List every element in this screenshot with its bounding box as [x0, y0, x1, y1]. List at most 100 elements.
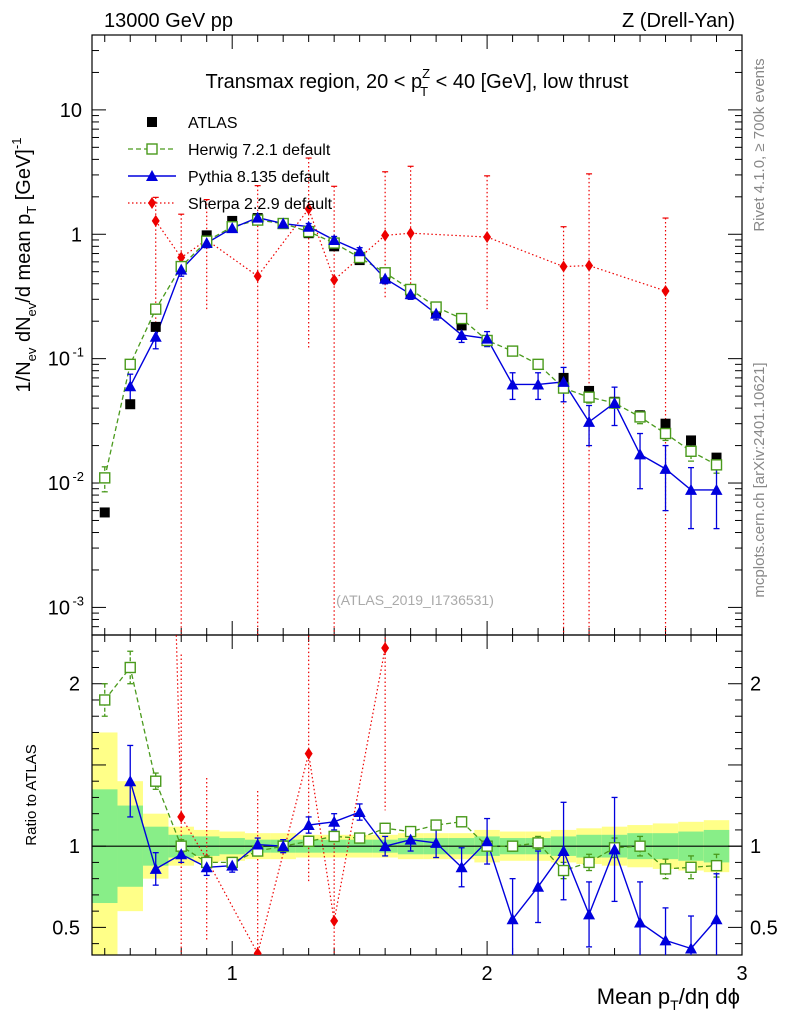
plot-title-sub: T — [420, 84, 428, 99]
herwig-point — [532, 358, 544, 371]
x-tick-label: 3 — [736, 963, 747, 985]
pythia-point — [404, 288, 417, 300]
pythia-ratio-point — [277, 840, 290, 852]
x-tick-label: 1 — [227, 963, 238, 985]
pythia-line — [129, 216, 717, 491]
y-tick-label-ratio: 0.5 — [52, 917, 80, 939]
herwig-point — [124, 358, 136, 371]
y-tick-label-main: 10 — [48, 597, 70, 619]
plot-title: Transmax region, 20 < pTZ < 40 [GeV], lo… — [206, 66, 629, 99]
y-tick-exponent-main: -3 — [72, 593, 84, 608]
pythia-point — [226, 222, 239, 234]
pythia-point — [634, 448, 647, 460]
y-tick-label-main: 10 — [60, 100, 82, 122]
sherpa-point — [304, 202, 313, 215]
pythia-point — [277, 217, 290, 229]
pythia-point — [659, 462, 672, 474]
plot-title-sup: Z — [422, 66, 430, 81]
sherpa-point — [406, 227, 415, 240]
pythia-ratio-point — [200, 861, 213, 873]
herwig-ratio-point — [124, 661, 136, 674]
x-axis-label: Mean pT/dη dϕ — [597, 984, 740, 1013]
sherpa-point — [661, 284, 670, 297]
watermark: (ATLAS_2019_I1736531) — [336, 592, 494, 608]
pythia-ratio-point — [302, 819, 315, 831]
pythia-point — [302, 220, 315, 232]
y-tick-exponent-main: -2 — [72, 469, 84, 484]
herwig-ratio-point — [353, 832, 366, 844]
y-tick-label-ratio: 1 — [69, 836, 80, 858]
pythia-point — [149, 330, 162, 342]
herwig-point — [99, 472, 111, 484]
atlas-point — [150, 321, 161, 332]
pythia-ratio-point — [608, 843, 621, 855]
pythia-ratio-point — [557, 845, 570, 857]
herwig-ratio-point — [685, 861, 697, 873]
sherpa-ratio-point — [381, 641, 390, 654]
herwig-point — [685, 445, 697, 457]
pythia-ratio-point — [328, 815, 341, 827]
herwig-point — [150, 303, 162, 315]
sherpa-point — [330, 273, 339, 286]
pythia-ratio-point — [659, 934, 672, 946]
pythia-point — [124, 380, 137, 392]
pythia-point — [557, 375, 570, 387]
sherpa-ratio-point — [177, 810, 186, 823]
sherpa-point — [151, 214, 160, 227]
plot-title-post: < 40 [GeV], low thrust — [430, 71, 629, 93]
herwig-ratio-point — [710, 859, 723, 872]
y-tick-label-main: 10 — [48, 349, 70, 371]
pythia-ratio-point — [685, 942, 698, 954]
atlas-point — [456, 320, 467, 331]
y-axis-label-main: 1/Nev dNev/d mean pT [GeV]-1 — [9, 138, 39, 393]
atlas-point — [660, 418, 671, 429]
herwig-ratio-point — [99, 694, 111, 706]
pythia-ratio-point — [481, 835, 494, 847]
pythia-point — [532, 378, 545, 390]
herwig-ratio-point — [150, 775, 162, 787]
atlas-point — [227, 215, 238, 226]
main-panel-data — [99, 157, 723, 635]
x-tick-label: 2 — [482, 963, 493, 985]
pythia-ratio-point — [532, 880, 545, 892]
sherpa-point — [585, 259, 594, 272]
pythia-point — [200, 237, 213, 249]
sherpa-ratio-point — [253, 947, 262, 955]
herwig-ratio-point — [532, 837, 544, 849]
pythia-point — [583, 415, 596, 427]
pythia-ratio-point — [430, 836, 443, 848]
pythia-point — [353, 245, 366, 257]
pythia-ratio-point — [353, 806, 366, 818]
herwig-ratio-point — [634, 840, 646, 852]
header-left: 13000 GeV pp — [104, 10, 233, 32]
pythia-ratio-point — [710, 913, 723, 925]
herwig-point — [710, 459, 723, 471]
legend-atlas-marker — [147, 117, 157, 127]
atlas-point — [584, 385, 595, 396]
atlas-point — [99, 507, 110, 518]
sherpa-point — [483, 231, 492, 244]
sherpa-ratio-point — [330, 914, 339, 927]
pythia-point — [710, 483, 723, 495]
herwig-ratio-point — [659, 863, 672, 875]
pythia-ratio-point — [251, 838, 264, 850]
herwig-point — [455, 312, 468, 325]
legend-sherpa-label: Sherpa 2.2.9 default — [188, 196, 333, 213]
atlas-point — [125, 399, 136, 410]
sherpa-ratio-point — [304, 747, 313, 760]
pythia-ratio-point — [404, 833, 417, 845]
y-tick-label-main: 1 — [71, 224, 82, 246]
legend-herwig-label: Herwig 7.2.1 default — [188, 142, 331, 159]
pythia-ratio-point — [583, 908, 596, 920]
pythia-point — [430, 307, 443, 319]
pythia-ratio-point — [149, 862, 162, 874]
ratio-panel-data — [92, 635, 742, 955]
legend: ATLAS Herwig 7.2.1 default Pythia 8.135 … — [128, 115, 333, 213]
header-right: Z (Drell-Yan) — [622, 10, 735, 32]
pythia-point — [379, 272, 392, 284]
ratio-frame — [91, 634, 743, 956]
sherpa-point — [177, 251, 186, 264]
herwig-ratio-point — [557, 864, 570, 877]
